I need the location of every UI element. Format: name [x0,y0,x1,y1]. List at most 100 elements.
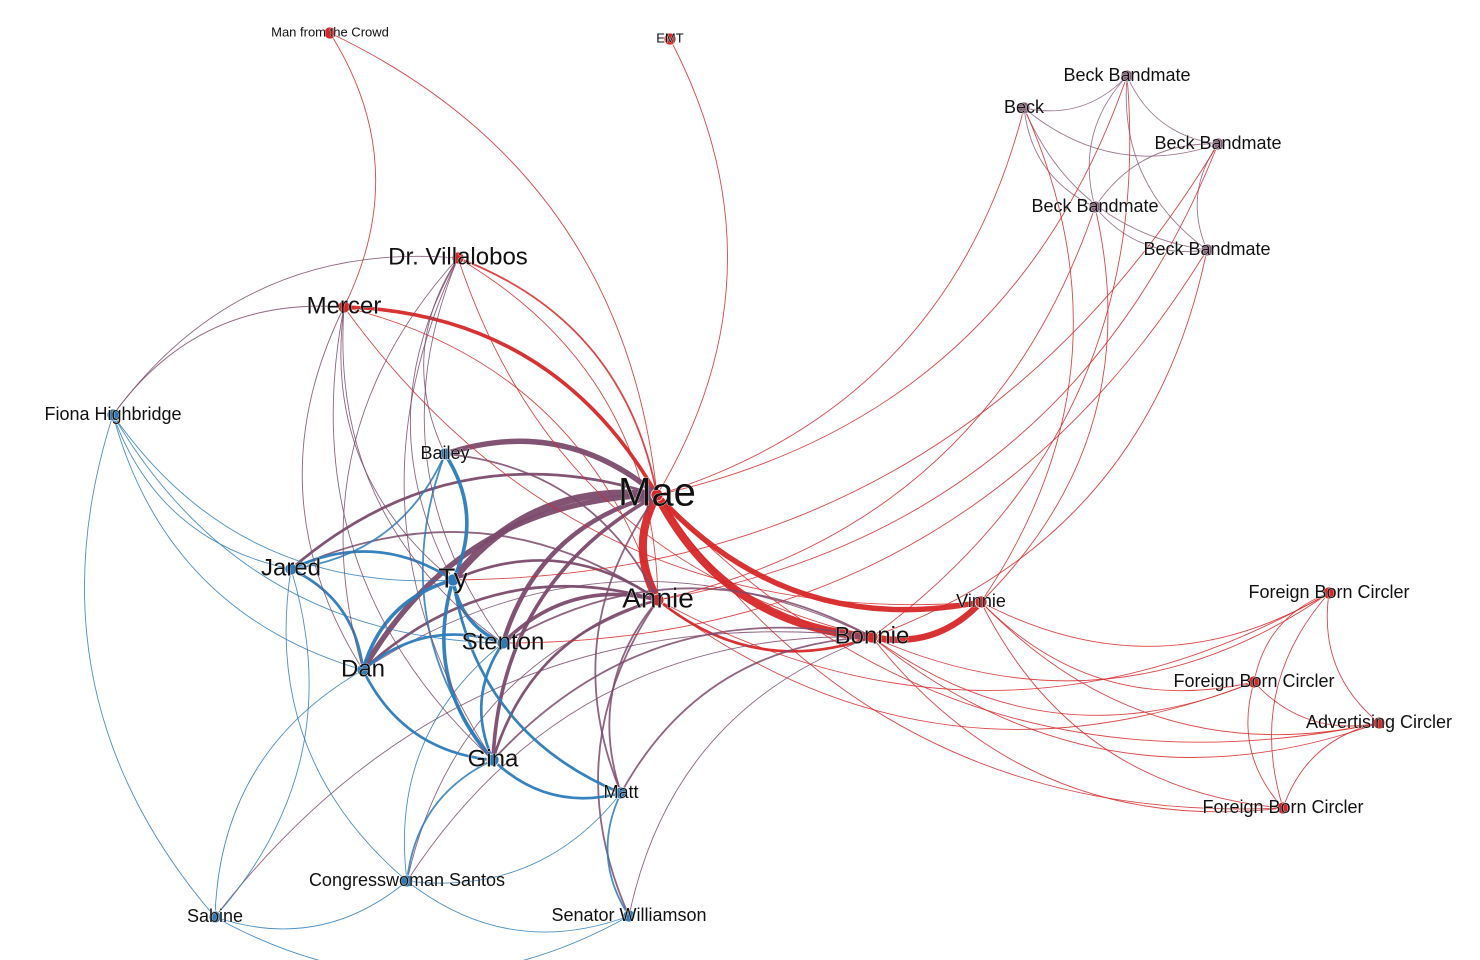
node-williamson-label: Senator Williamson [551,905,706,925]
node-beck[interactable]: Beck [1004,96,1046,117]
edge-ty-jared [290,550,454,582]
edge-annie-bb2 [657,143,1219,601]
edge-annie-bailey [444,453,659,601]
node-emt[interactable]: EMT [656,30,684,46]
node-fiona[interactable]: Fiona Highbridge [44,403,182,424]
node-matt-label: Matt [603,782,638,802]
edge-mae-gina [491,493,658,761]
edge-stenton-gina [479,642,505,761]
edge-mercer-crowd [329,32,377,308]
edge-annie-gina [491,598,659,761]
edge-bonnie-adc [871,636,1380,758]
node-sabine[interactable]: Sabine [187,905,244,926]
edge-bonnie-dan [362,580,873,671]
node-jared-dot [284,562,298,576]
edge-bb2-bb4 [1196,143,1219,251]
edge-ty-dan [361,578,454,671]
edge-vinnie-fbc1 [980,592,1330,647]
edge-stenton-santos [404,642,504,882]
edge-beck-bb3 [1023,107,1096,208]
node-bailey[interactable]: Bailey [420,442,470,463]
node-villalobos-dot [451,251,465,265]
edges-layer [84,32,1380,960]
node-bb2[interactable]: Beck Bandmate [1154,132,1282,153]
node-matt[interactable]: Matt [603,781,639,802]
node-williamson-dot [622,909,636,923]
node-bonnie[interactable]: Bonnie [834,622,910,650]
node-fbc2[interactable]: Foreign Born Circler [1173,670,1335,691]
node-fbc1-dot [1322,586,1336,600]
edge-stenton-bb4 [502,249,1208,644]
edge-sabine-williamson [214,915,630,960]
node-mercer-label: Mercer [307,292,382,319]
edge-ty-bailey [443,453,469,581]
node-crowd-dot [323,26,337,40]
edge-fbc2-adc [1253,681,1380,727]
node-crowd[interactable]: Man from the Crowd [271,24,389,40]
node-bb1-label: Beck Bandmate [1063,65,1190,85]
node-jared-label: Jared [261,554,321,581]
node-fbc3-dot [1276,801,1290,815]
node-bb3[interactable]: Beck Bandmate [1031,195,1159,216]
node-fbc3[interactable]: Foreign Born Circler [1202,796,1364,817]
node-fbc1[interactable]: Foreign Born Circler [1248,581,1410,602]
edge-mae-adc [656,494,1380,743]
node-jared[interactable]: Jared [261,554,322,582]
edge-bonnie-bb4 [871,249,1208,638]
edge-mae-ty [450,489,658,583]
edge-bonnie-sabine [214,631,873,918]
edge-bonnie-vinnie [871,599,984,643]
edge-beck-bb1 [1023,75,1128,112]
edge-annie-villalobos [457,257,659,601]
edge-bb2-bb3 [1094,143,1219,208]
node-fbc1-label: Foreign Born Circler [1248,582,1409,602]
node-dan[interactable]: Dan [341,655,386,683]
edge-bailey-gina [421,453,494,761]
edge-mae-emt [656,38,728,496]
node-santos[interactable]: Congresswoman Santos [309,869,506,890]
edge-mae-crowd [329,32,658,496]
edge-bonnie-williamson [628,636,873,917]
node-vinnie[interactable]: Vinnie [956,590,1006,611]
edge-mae-mercer [343,305,659,496]
node-gina[interactable]: Gina [467,745,519,773]
node-adc[interactable]: Advertising Circler [1306,711,1453,732]
edge-villalobos-fiona [112,255,459,416]
node-mae[interactable]: Mae [618,470,696,515]
edge-fiona-stenton [112,414,504,644]
node-bb3-label: Beck Bandmate [1031,196,1158,216]
edge-mae-jared [290,472,658,571]
edge-bonnie-bb1 [871,75,1131,638]
node-sabine-dot [208,910,222,924]
node-mercer[interactable]: Mercer [306,292,382,320]
edge-mercer-gina [332,306,494,761]
node-bonnie-label: Bonnie [835,622,910,649]
node-ty[interactable]: Ty [438,562,468,594]
node-stenton[interactable]: Stenton [461,628,545,656]
edge-mercer-vinnie [343,306,982,606]
node-bb4[interactable]: Beck Bandmate [1143,238,1271,259]
node-gina-label: Gina [468,745,519,772]
node-bb1[interactable]: Beck Bandmate [1063,64,1191,85]
node-annie[interactable]: Annie [622,582,694,614]
edge-fbc2-fbc3 [1247,681,1284,809]
node-annie-label: Annie [622,582,694,613]
edge-bonnie-matt [620,636,873,794]
edge-mae-dan [360,492,658,672]
node-williamson[interactable]: Senator Williamson [551,904,707,925]
node-fbc2-label: Foreign Born Circler [1173,671,1334,691]
edge-mae-vinnie [655,493,982,613]
node-mercer-dot [337,300,351,314]
node-vinnie-dot [974,595,988,609]
node-villalobos-label: Dr. Villalobos [388,243,528,270]
node-bonnie-dot [865,630,879,644]
edge-fiona-sabine [84,414,216,918]
edge-fbc1-adc [1326,592,1380,724]
edge-mae-matt [594,494,658,794]
edge-annie-fbc2 [657,599,1255,730]
edge-vinnie-adc [980,601,1380,736]
edge-bonnie-gina [492,626,873,761]
node-villalobos[interactable]: Dr. Villalobos [388,243,528,271]
node-bailey-label: Bailey [420,443,469,463]
